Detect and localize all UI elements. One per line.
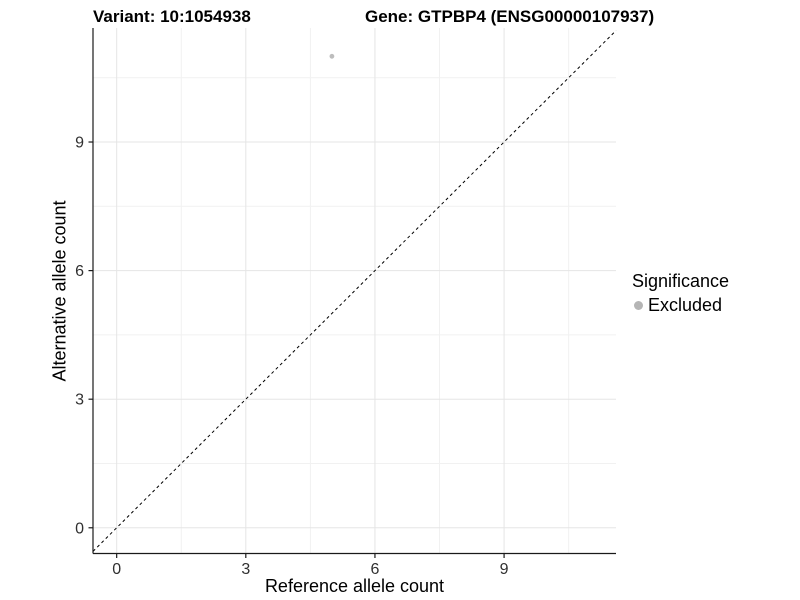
legend-title: Significance [632,271,730,291]
legend-point-icon [634,301,643,310]
identity-dashed-line [92,30,617,552]
y-tick-label: 6 [75,263,84,280]
x-tick-label: 6 [370,561,379,578]
legend-item-excluded: Excluded [632,295,729,316]
y-tick-label: 9 [75,135,84,152]
data-point [329,53,335,59]
x-tick-label: 3 [241,561,250,578]
x-axis-label: Reference allele count [264,576,445,596]
y-tick-label: 3 [75,392,84,409]
legend: Significance Excluded [632,271,729,316]
gene-title: Gene: GTPBP4 (ENSG00000107937) [365,7,655,26]
legend-item-label: Excluded [648,295,723,315]
y-axis-label: Alternative allele count [49,200,70,382]
y-tick-label: 0 [75,520,84,537]
x-tick-label: 0 [112,561,121,578]
x-tick-label: 9 [500,561,509,578]
variant-title: Variant: 10:1054938 [93,7,251,26]
